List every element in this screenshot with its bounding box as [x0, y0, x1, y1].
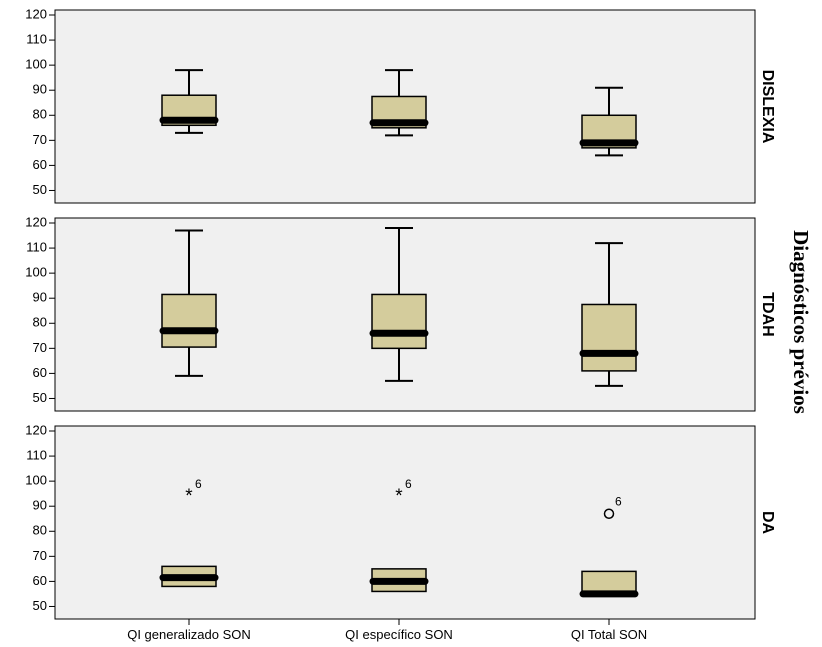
outlier-label: 6 — [405, 477, 412, 491]
box-0 — [159, 69, 219, 134]
box-2 — [579, 86, 639, 157]
box-0: *6 — [159, 477, 219, 588]
y-tick-label: 60 — [33, 365, 47, 380]
box-iqr — [161, 293, 217, 348]
facet-label-dislexia: DISLEXIA — [759, 70, 776, 144]
outlier-point: * — [395, 486, 403, 507]
box-2: 6 — [579, 495, 639, 598]
x-category-label: QI generalizado SON — [127, 627, 251, 642]
box-1 — [369, 69, 429, 137]
outlier-label: 6 — [195, 477, 202, 491]
outlier-label: 6 — [615, 495, 622, 509]
y-tick-label: 50 — [33, 390, 47, 405]
box-iqr — [371, 293, 427, 350]
box-iqr — [581, 303, 637, 372]
y-tick-label: 70 — [33, 340, 47, 355]
y-tick-label: 80 — [33, 107, 47, 122]
y-tick-label: 100 — [25, 473, 47, 488]
y-tick-label: 70 — [33, 132, 47, 147]
panel-tdah: 50 60 70 80 90 100 110 120 TDAH — [25, 214, 776, 412]
facet-label-da: DA — [759, 511, 776, 535]
y-tick-label: 80 — [33, 523, 47, 538]
y-tick-label: 100 — [25, 57, 47, 72]
y-tick-label: 70 — [33, 548, 47, 563]
y-tick-label: 90 — [33, 290, 47, 305]
outlier-point — [603, 508, 615, 519]
y-tick-label: 60 — [33, 157, 47, 172]
y-tick-label: 50 — [33, 182, 47, 197]
y-tick-label: 60 — [33, 573, 47, 588]
y-tick-label: 100 — [25, 265, 47, 280]
box-1: *6 — [369, 477, 429, 593]
box-0 — [159, 229, 219, 377]
y-tick-label: 50 — [33, 598, 47, 613]
panel-dislexia: 50 60 70 80 90 100 110 120 DISLEXIA — [25, 6, 776, 204]
category-axis-labels: QI generalizado SON QI específico SON QI T… — [127, 619, 647, 642]
y-tick-label: 80 — [33, 315, 47, 330]
y-tick-label: 110 — [26, 240, 47, 255]
x-category-label: QI Total SON — [571, 627, 647, 642]
box-2 — [579, 242, 639, 387]
x-category-label: QI específico SON — [345, 627, 453, 642]
y-tick-label: 120 — [25, 6, 47, 21]
y-tick-label: 110 — [26, 448, 47, 463]
y-tick-label: 120 — [25, 214, 47, 229]
outlier-point: * — [185, 486, 193, 507]
y-tick-label: 120 — [25, 422, 47, 437]
panels-layer: 50 60 70 80 90 100 110 120 DISLEXIA 50 60 70 80 90 100… — [25, 6, 776, 620]
y-tick-label: 110 — [26, 32, 47, 47]
y-tick-label: 90 — [33, 82, 47, 97]
facet-axis-title: Diagnósticos prévios — [789, 230, 813, 414]
box-1 — [369, 227, 429, 382]
facet-label-tdah: TDAH — [759, 292, 776, 336]
y-tick-label: 90 — [33, 498, 47, 513]
